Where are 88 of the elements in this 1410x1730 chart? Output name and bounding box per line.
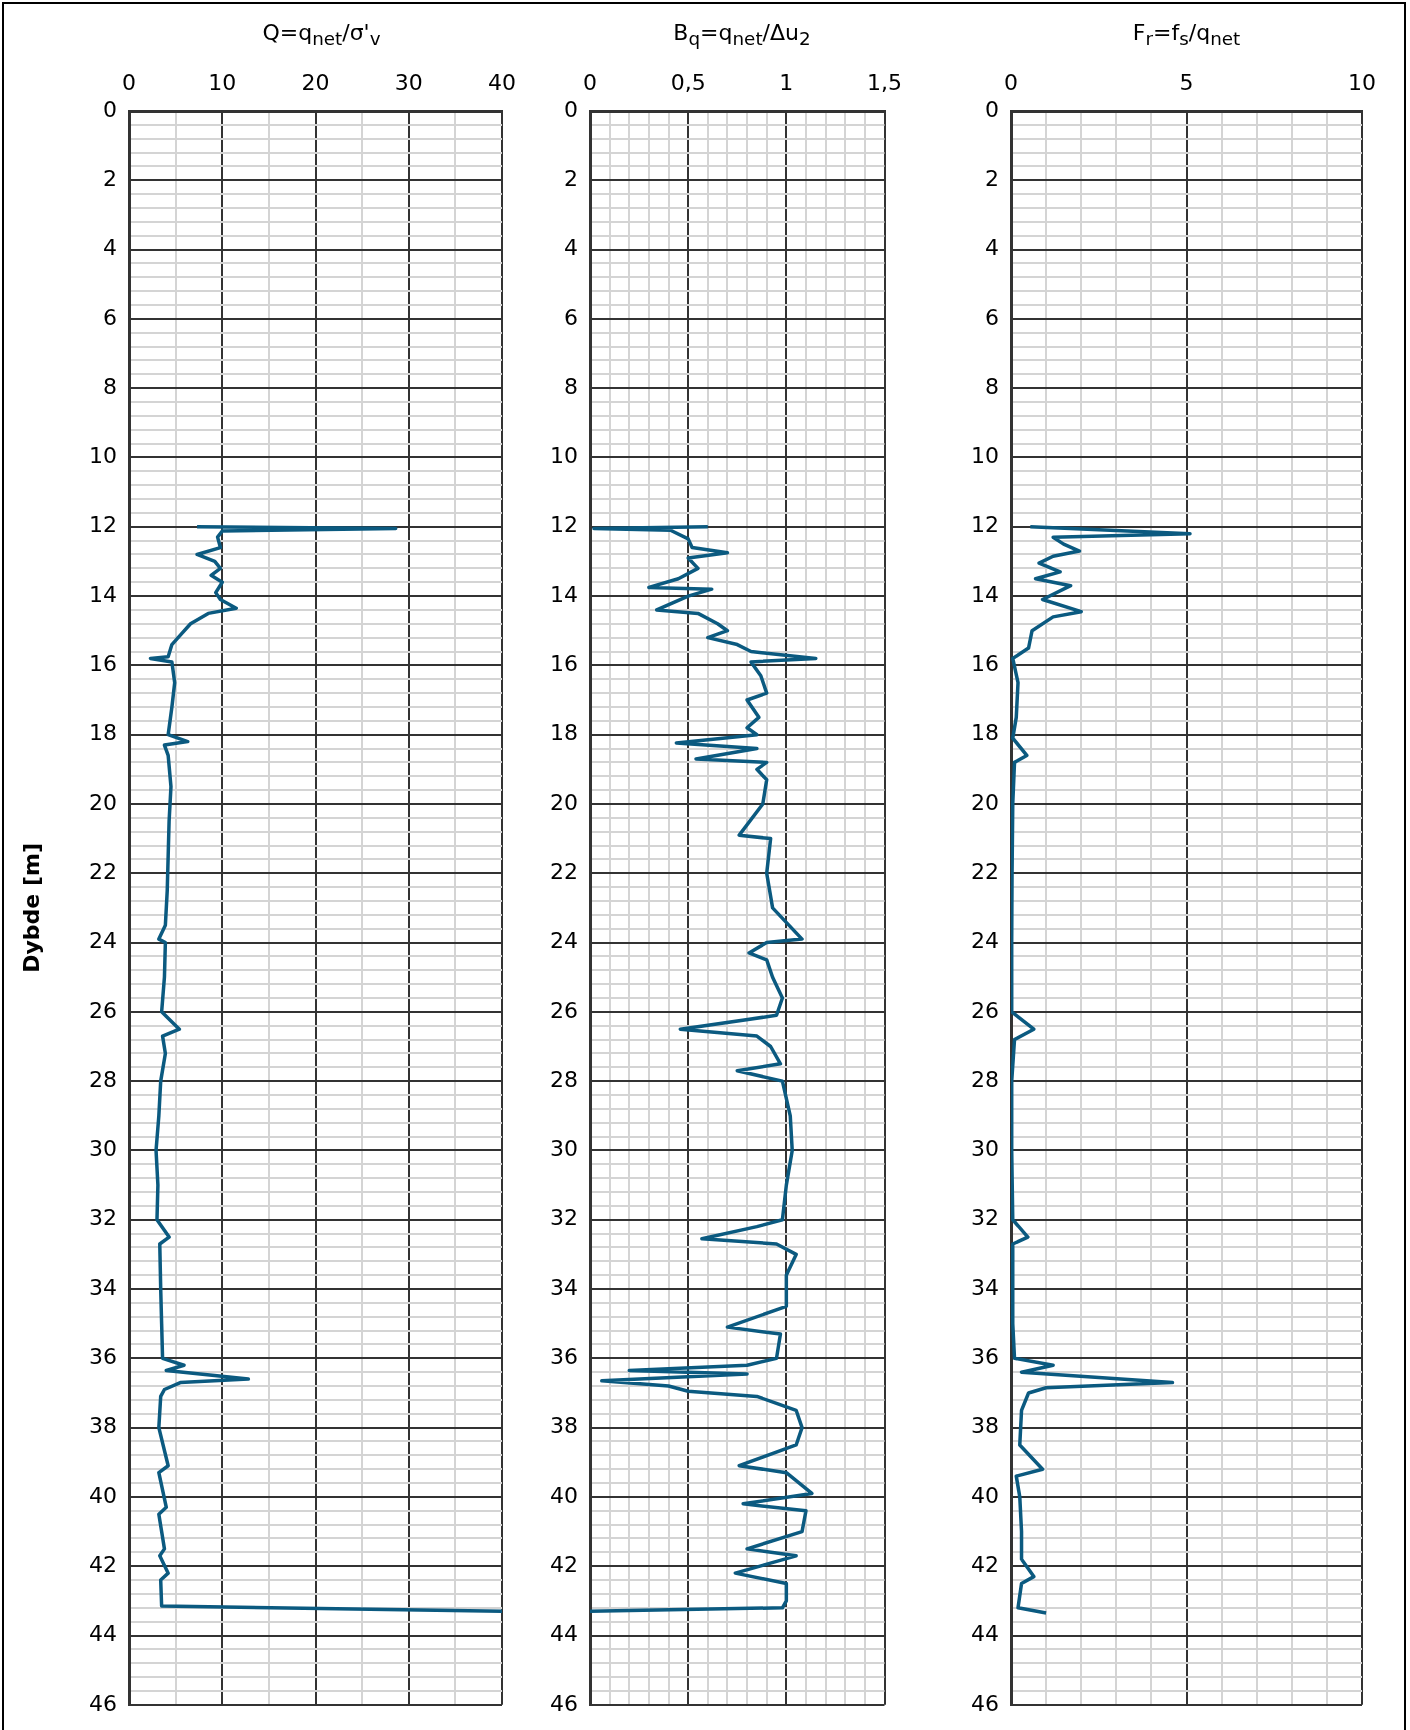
y-tick-label: 10: [971, 443, 999, 469]
y-tick-label: 26: [971, 997, 999, 1023]
y-tick-label: 8: [564, 373, 578, 399]
y-tick-label: 2: [985, 166, 999, 192]
y-tick-label: 30: [89, 1136, 117, 1162]
y-tick-label: 18: [550, 720, 578, 746]
y-tick-label: 6: [103, 304, 117, 330]
y-axis-title: Dybde [m]: [18, 843, 44, 973]
y-tick-label: 28: [89, 1066, 117, 1092]
y-tick-label: 38: [971, 1413, 999, 1439]
y-tick-label: 44: [89, 1621, 117, 1647]
y-tick-label: 20: [89, 789, 117, 815]
y-tick-label: 44: [971, 1621, 999, 1647]
y-tick-label: 40: [971, 1482, 999, 1508]
y-tick-label: 24: [971, 928, 999, 954]
x-tick-label: 1: [779, 69, 794, 95]
y-tick-label: 32: [971, 1205, 999, 1231]
y-tick-label: 38: [550, 1413, 578, 1439]
x-tick-label: 0,5: [670, 69, 706, 95]
y-tick-label: 34: [89, 1274, 117, 1300]
y-tick-label: 28: [971, 1066, 999, 1092]
y-tick-label: 0: [103, 96, 117, 122]
y-tick-label: 36: [550, 1344, 578, 1370]
y-tick-label: 4: [103, 235, 117, 261]
y-tick-label: 46: [550, 1690, 578, 1716]
x-axis-title: F$_{r}$=f$_{s}$/q$_{net}$: [1131, 20, 1242, 52]
y-tick-label: 20: [971, 789, 999, 815]
y-tick-label: 2: [103, 166, 117, 192]
y-tick-label: 14: [89, 581, 117, 607]
y-tick-label: 22: [89, 858, 117, 884]
y-tick-label: 8: [103, 373, 117, 399]
y-tick-label: 14: [550, 581, 578, 607]
y-tick-label: 42: [550, 1551, 578, 1577]
y-tick-label: 14: [971, 581, 999, 607]
y-tick-label: 32: [550, 1205, 578, 1231]
y-tick-label: 16: [550, 651, 578, 677]
y-tick-label: 22: [550, 858, 578, 884]
x-tick-label: 10: [1348, 69, 1376, 95]
y-tick-label: 0: [564, 96, 578, 122]
y-tick-label: 16: [971, 651, 999, 677]
y-tick-label: 10: [550, 443, 578, 469]
y-tick-label: 26: [550, 997, 578, 1023]
y-tick-label: 18: [89, 720, 117, 746]
y-tick-label: 10: [89, 443, 117, 469]
y-tick-label: 36: [971, 1344, 999, 1370]
x-tick-label: 30: [394, 69, 423, 95]
x-tick-label: 20: [301, 69, 330, 95]
x-axis-title: B$_{q}$=q$_{net}$/Δu$_{2}$: [672, 20, 812, 52]
x-tick-label: 40: [488, 69, 516, 95]
y-tick-label: 36: [89, 1344, 117, 1370]
y-tick-label: 46: [971, 1690, 999, 1716]
y-tick-label: 4: [564, 235, 578, 261]
y-tick-label: 26: [89, 997, 117, 1023]
y-tick-label: 28: [550, 1066, 578, 1092]
x-tick-label: 1,5: [867, 69, 903, 95]
y-tick-label: 38: [89, 1413, 117, 1439]
y-tick-label: 6: [985, 304, 999, 330]
y-tick-label: 34: [550, 1274, 578, 1300]
y-tick-label: 24: [89, 928, 117, 954]
y-tick-label: 44: [550, 1621, 578, 1647]
y-tick-label: 24: [550, 928, 578, 954]
y-tick-label: 34: [971, 1274, 999, 1300]
y-tick-label: 46: [89, 1690, 117, 1716]
y-tick-label: 2: [564, 166, 578, 192]
x-tick-label: 0: [122, 69, 136, 95]
x-tick-label: 0: [1004, 69, 1018, 95]
y-tick-label: 30: [550, 1136, 578, 1162]
y-tick-label: 18: [971, 720, 999, 746]
y-tick-label: 8: [985, 373, 999, 399]
y-tick-label: 40: [89, 1482, 117, 1508]
y-tick-label: 12: [971, 512, 999, 538]
x-axis-title: Q=q$_{net}$/σ'$_{v}$: [261, 20, 382, 52]
y-tick-label: 32: [89, 1205, 117, 1231]
y-tick-label: 12: [89, 512, 117, 538]
y-tick-label: 6: [564, 304, 578, 330]
y-tick-label: 42: [971, 1551, 999, 1577]
x-tick-label: 5: [1179, 69, 1194, 95]
y-tick-label: 4: [985, 235, 999, 261]
x-tick-label: 0: [583, 69, 597, 95]
y-tick-label: 42: [89, 1551, 117, 1577]
y-tick-label: 16: [89, 651, 117, 677]
y-tick-label: 40: [550, 1482, 578, 1508]
y-tick-label: 20: [550, 789, 578, 815]
y-tick-label: 22: [971, 858, 999, 884]
x-tick-label: 10: [208, 69, 237, 95]
y-tick-label: 0: [985, 96, 999, 122]
y-tick-label: 12: [550, 512, 578, 538]
y-tick-label: 30: [971, 1136, 999, 1162]
